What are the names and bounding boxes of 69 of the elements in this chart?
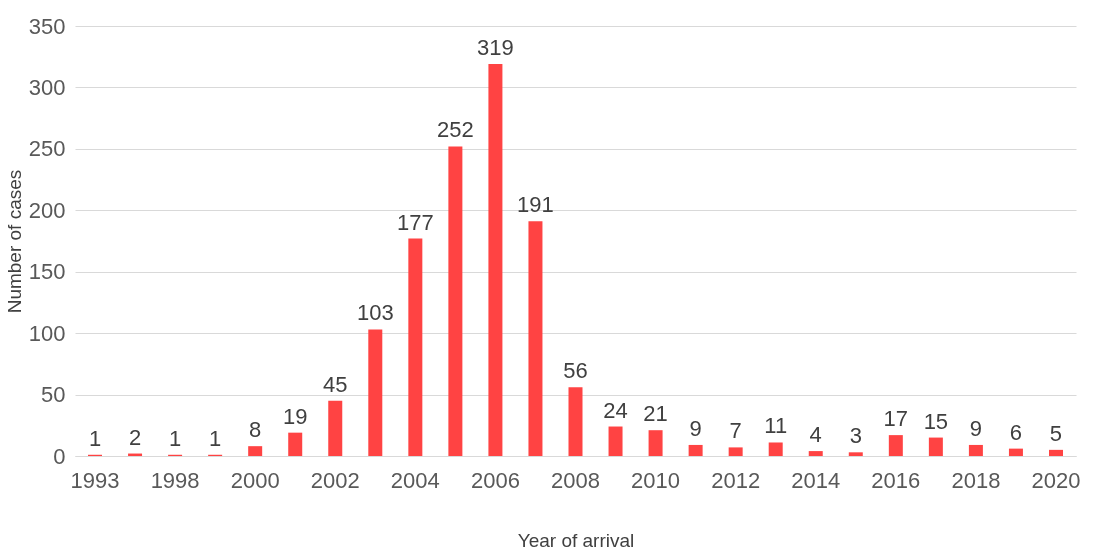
x-tick-label: 2010 — [631, 467, 681, 493]
data-label: 21 — [643, 401, 668, 427]
data-label: 4 — [809, 422, 822, 448]
y-tick-label: 100 — [28, 320, 66, 346]
y-tick-label: 350 — [28, 13, 66, 39]
bar — [448, 146, 463, 456]
data-label: 3 — [849, 423, 862, 449]
bar — [1008, 448, 1023, 456]
data-label: 252 — [437, 117, 474, 143]
y-tick-label: 50 — [41, 382, 66, 408]
bar — [528, 221, 543, 456]
data-label: 11 — [764, 413, 788, 439]
data-label: 177 — [396, 209, 434, 235]
y-axis-title: Number of cases — [3, 169, 25, 314]
bar — [728, 447, 743, 456]
x-tick-label: 2008 — [551, 467, 600, 493]
bar — [848, 452, 863, 456]
x-tick-label: 2004 — [390, 467, 440, 493]
bar — [648, 430, 663, 456]
data-label: 6 — [1009, 419, 1023, 445]
y-tick-label: 200 — [28, 197, 66, 223]
bar — [768, 442, 783, 456]
y-tick-label: 0 — [53, 443, 66, 469]
data-label: 17 — [883, 406, 909, 432]
data-label: 5 — [1049, 420, 1063, 446]
data-label: 19 — [282, 403, 308, 429]
bar — [1048, 449, 1063, 456]
x-tick-label: 2006 — [470, 467, 520, 493]
data-label: 1 — [88, 425, 102, 451]
bar — [328, 400, 343, 456]
bar — [568, 387, 583, 456]
data-label: 56 — [563, 358, 588, 384]
bar — [368, 329, 383, 456]
x-tick-label: 2020 — [1031, 467, 1081, 493]
y-tick-label: 150 — [28, 259, 66, 285]
bar — [888, 435, 903, 456]
bar — [968, 444, 983, 456]
bar — [808, 451, 823, 456]
bar — [608, 426, 623, 456]
data-label: 45 — [323, 371, 348, 397]
bar — [408, 238, 423, 456]
x-tick-label: 1998 — [150, 467, 200, 493]
bar — [928, 437, 943, 456]
data-label: 103 — [356, 300, 394, 326]
x-tick-label: 2002 — [310, 467, 360, 493]
data-label: 1 — [168, 425, 182, 451]
bar — [688, 444, 703, 456]
bar — [288, 432, 303, 456]
x-tick-label: 2016 — [871, 467, 921, 493]
x-tick-label: 1993 — [70, 467, 120, 493]
bar — [248, 446, 263, 456]
x-tick-label: 2018 — [951, 467, 1001, 493]
data-label: 24 — [603, 397, 628, 423]
x-tick-label: 2012 — [711, 467, 761, 493]
data-label: 2 — [128, 424, 142, 450]
bar — [488, 64, 503, 456]
x-axis-title: Year of arrival — [517, 529, 635, 551]
data-label: 9 — [689, 415, 702, 441]
data-label: 191 — [517, 192, 554, 218]
x-tick-label: 2000 — [230, 467, 280, 493]
data-label: 9 — [969, 415, 983, 441]
data-label: 1 — [209, 425, 222, 451]
x-tick-label: 2014 — [791, 467, 841, 493]
data-label: 8 — [249, 417, 262, 443]
data-label: 7 — [729, 418, 742, 444]
data-label: 15 — [923, 408, 949, 434]
y-tick-label: 300 — [28, 74, 66, 100]
y-tick-label: 250 — [28, 136, 66, 162]
data-label: 319 — [477, 35, 514, 61]
